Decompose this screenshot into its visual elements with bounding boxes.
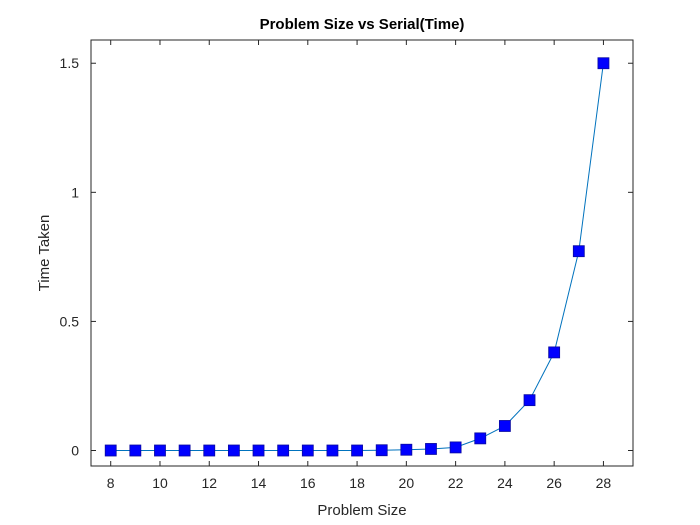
- series-group: [104, 57, 610, 457]
- data-point: [252, 444, 265, 457]
- x-tick-label: 10: [152, 475, 168, 491]
- x-tick-label: 12: [201, 475, 217, 491]
- data-point: [351, 444, 363, 457]
- plot-area: [90, 39, 634, 467]
- data-point: [548, 346, 561, 359]
- data-point: [597, 57, 610, 70]
- y-tick-label: 1: [71, 184, 79, 200]
- x-tick-label: 20: [399, 475, 415, 491]
- x-tick-label: 18: [349, 475, 365, 491]
- data-point: [277, 444, 290, 457]
- data-point: [301, 444, 314, 457]
- data-point: [449, 441, 462, 454]
- data-point: [425, 443, 437, 455]
- chart-title: Problem Size vs Serial(Time): [260, 16, 465, 33]
- y-axis-label: Time Taken: [36, 215, 53, 292]
- data-point: [375, 444, 388, 457]
- data-point: [474, 432, 487, 445]
- data-point: [227, 444, 240, 457]
- x-tick-label: 14: [251, 475, 267, 491]
- data-point: [203, 444, 216, 457]
- x-tick-label: 8: [107, 475, 115, 491]
- data-point: [129, 444, 142, 457]
- data-point: [498, 420, 511, 432]
- y-tick-label: 0.5: [60, 313, 80, 329]
- y-tick-label: 1.5: [60, 55, 80, 71]
- data-point: [104, 444, 117, 457]
- x-tick-label: 24: [497, 475, 513, 491]
- data-point: [523, 394, 536, 407]
- x-tick-label: 28: [596, 475, 612, 491]
- data-point: [572, 245, 585, 258]
- x-axis-label: Problem Size: [317, 502, 406, 519]
- data-point: [178, 444, 191, 457]
- y-tick-label: 0: [71, 443, 79, 459]
- x-tick-label: 16: [300, 475, 316, 491]
- data-point: [326, 444, 339, 457]
- data-point: [154, 444, 166, 457]
- axis-ticks: 8 10 12 14 16 18 20 22 24 26 28 0 0.5 1 1.5: [60, 40, 633, 491]
- data-point: [400, 443, 413, 456]
- x-tick-label: 26: [546, 475, 562, 491]
- x-tick-label: 22: [448, 475, 464, 491]
